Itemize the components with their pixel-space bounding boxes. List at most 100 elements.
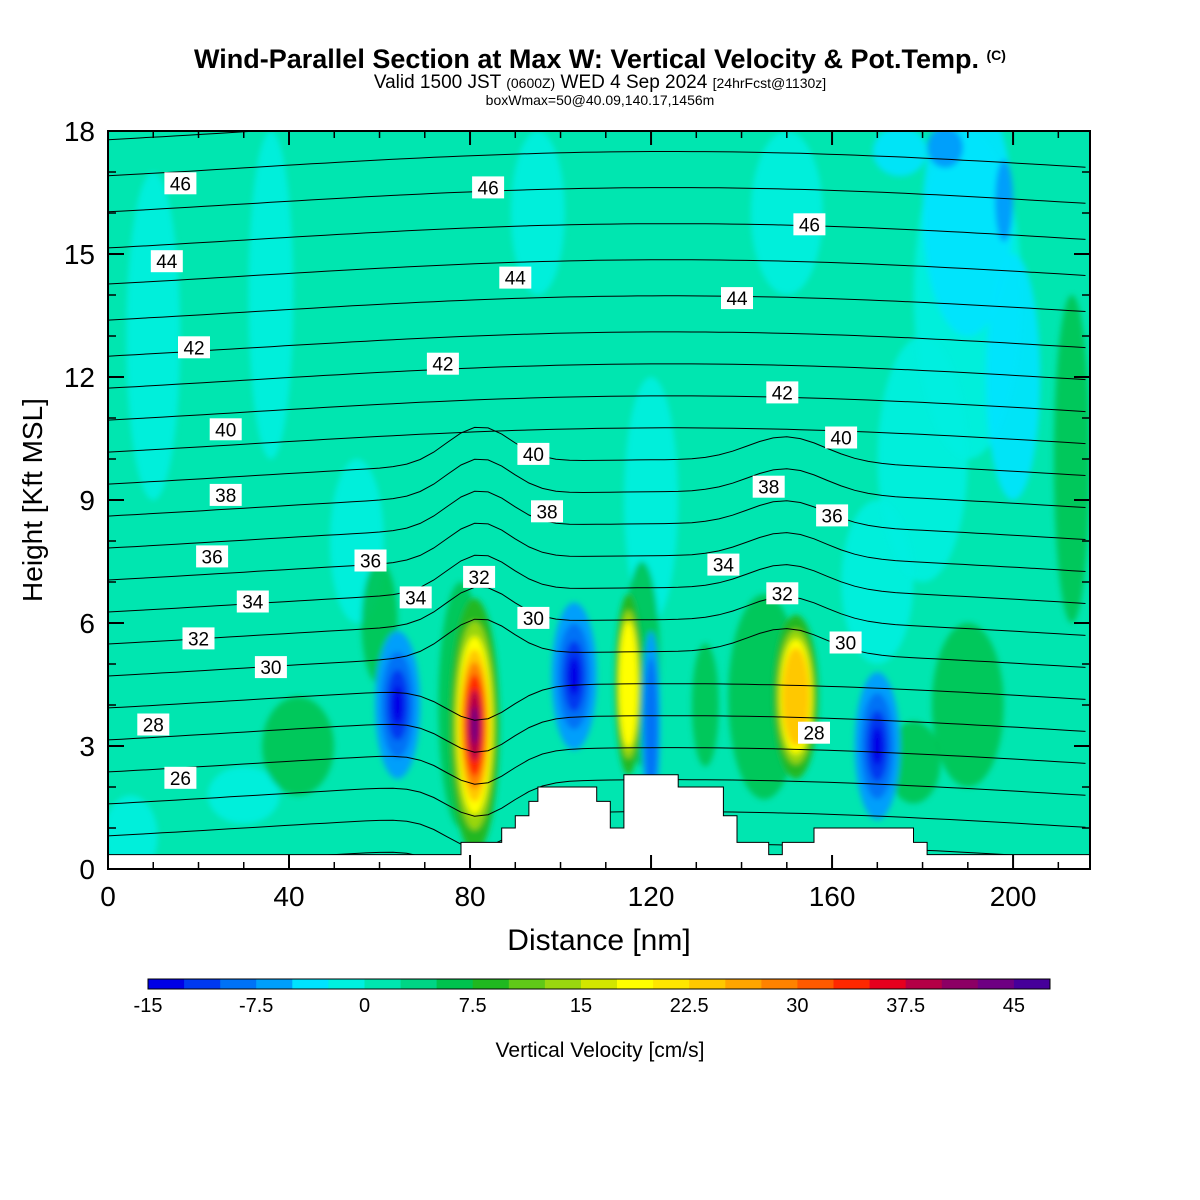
- theta-label-text: 40: [523, 445, 544, 466]
- theta-contours: [108, 131, 1086, 869]
- x-tick-label: 200: [990, 881, 1037, 912]
- colorbar-swatch: [184, 979, 221, 989]
- x-tick-label: 120: [628, 881, 675, 912]
- theta-label-3: 44: [150, 250, 183, 273]
- theta-label-text: 36: [360, 552, 381, 573]
- colorbar-swatch: [436, 979, 474, 989]
- cyan2-patch-1: [986, 254, 1041, 500]
- updraft-1-level-2: [618, 621, 638, 748]
- theta-label-16: 36: [354, 549, 387, 573]
- theta-label-bg: [721, 287, 753, 310]
- title-text: Wind-Parallel Section at Max W: Vertical…: [194, 44, 979, 74]
- theta-label-bg: [426, 352, 459, 375]
- colorbar-swatch: [1013, 979, 1051, 989]
- colorbar-swatch: [833, 979, 871, 989]
- x-tick-label: 0: [100, 881, 116, 912]
- colorbar-tick-label: 45: [1003, 995, 1025, 1017]
- downdraft-0-level-3: [391, 685, 404, 725]
- downdraft-1-level-3: [568, 657, 580, 696]
- colorbar-swatch: [544, 979, 582, 989]
- colorbar-swatch: [869, 979, 907, 989]
- updraft-0-level-7: [470, 706, 479, 745]
- colorbar-label: Vertical Velocity [cm/s]: [496, 1039, 705, 1062]
- green-patch-3: [691, 643, 719, 767]
- y-tick-label: 9: [79, 485, 95, 516]
- theta-label-text: 46: [478, 178, 499, 199]
- colorbar-swatch: [653, 979, 690, 989]
- colorbar-swatch: [256, 979, 293, 989]
- colorbar-swatch: [508, 979, 546, 989]
- colorbar-tick-label: -7.5: [239, 995, 273, 1017]
- theta-label-bg: [164, 172, 197, 195]
- colorbar-swatch: [328, 979, 365, 989]
- cyan-patch-3: [750, 131, 823, 295]
- y-tick-label: 6: [79, 608, 95, 639]
- deep-cyan-1: [995, 159, 1014, 242]
- theta-line-13: [108, 427, 1086, 453]
- box-info: boxWmax=50@40.09,140.17,1456m: [485, 92, 715, 108]
- x-axis-label: Distance [nm]: [507, 924, 690, 957]
- theta-label-bg: [707, 553, 740, 576]
- theta-label-text: 38: [536, 502, 557, 523]
- colorbar-swatch: [617, 979, 654, 989]
- theta-label-text: 36: [822, 506, 843, 527]
- theta-label-6: 42: [178, 336, 210, 359]
- theta-label-18: 34: [236, 590, 269, 614]
- colorbar-swatch: [581, 979, 618, 989]
- theta-label-text: 42: [432, 355, 453, 376]
- cyan-patch-9: [108, 795, 158, 869]
- colorbar-swatch: [797, 979, 834, 989]
- theta-line-12: [108, 426, 1086, 485]
- theta-label-4: 44: [499, 266, 532, 290]
- theta-label-bg: [150, 250, 183, 273]
- theta-label-bg: [517, 606, 550, 629]
- theta-label-26: 30: [829, 631, 862, 655]
- colorbar-swatch: [977, 979, 1015, 989]
- theta-label-bg: [499, 266, 532, 289]
- theta-label-1: 46: [472, 176, 505, 199]
- theta-label-29: 26: [164, 766, 197, 790]
- theta-line-18: [108, 259, 1086, 285]
- theta-line-19: [108, 223, 1086, 249]
- green-patch-8: [886, 721, 941, 804]
- theta-label-text: 30: [835, 634, 856, 655]
- downdraft-2-level-1: [644, 657, 658, 794]
- theta-label-text: 28: [143, 716, 164, 737]
- theta-label-2: 46: [793, 213, 826, 236]
- theta-label-bg: [531, 500, 563, 523]
- theta-label-text: 32: [469, 568, 490, 589]
- theta-label-17: 36: [816, 504, 849, 527]
- cyan2-patch-2: [872, 131, 927, 177]
- theta-label-20: 34: [707, 553, 740, 577]
- theta-line-5: [108, 683, 1086, 721]
- colorbar-swatch: [220, 979, 257, 989]
- theta-label-text: 36: [202, 547, 223, 568]
- colorbar-swatch: [364, 979, 402, 989]
- x-tick-label: 160: [809, 881, 856, 912]
- green-patch-4: [931, 623, 1004, 787]
- theta-label-bg: [472, 176, 505, 199]
- theta-label-bg: [196, 545, 229, 568]
- theta-label-27: 28: [137, 713, 170, 737]
- chart-title: Wind-Parallel Section at Max W: Vertical…: [0, 44, 1200, 75]
- y-tick-label: 0: [79, 854, 95, 885]
- y-tick-label: 15: [64, 239, 95, 270]
- cyan2-patch-0: [922, 131, 1013, 336]
- theta-line-8: [108, 554, 1086, 613]
- theta-label-bg: [182, 627, 215, 650]
- colorbar-tick-label: -15: [134, 995, 163, 1017]
- y-tick-label: 3: [79, 731, 95, 762]
- theta-label-text: 40: [831, 429, 852, 450]
- theta-label-28: 28: [798, 721, 830, 745]
- colorbar-swatch: [400, 979, 438, 989]
- colorbar-tick-label: 37.5: [886, 995, 925, 1017]
- theta-label-text: 32: [772, 584, 793, 605]
- theta-label-text: 44: [726, 289, 748, 310]
- theta-label-bg: [178, 336, 210, 359]
- theta-label-bg: [752, 475, 785, 498]
- cyan-patch-6: [841, 500, 914, 664]
- theta-label-text: 44: [156, 252, 178, 273]
- theta-line-17: [108, 295, 1086, 321]
